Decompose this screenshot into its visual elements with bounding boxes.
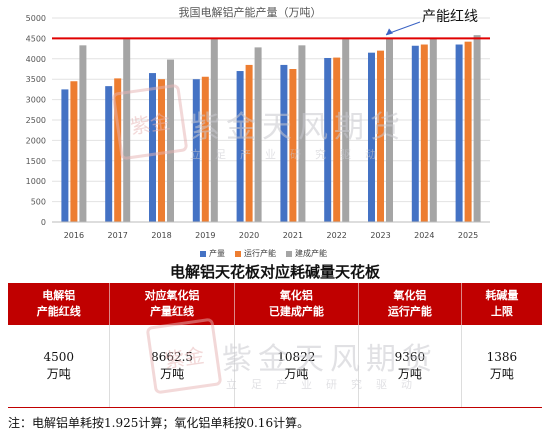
bar bbox=[149, 73, 156, 222]
cell-alumina-built-capacity: 10822 万吨 bbox=[233, 325, 359, 408]
y-tick-label: 0 bbox=[41, 218, 46, 227]
chart-legend: 产量 运行产能 建成产能 bbox=[200, 248, 327, 259]
bar-chart: 0 500 1000 1500 2000 2500 3000 3500 4000 4500 5000… bbox=[26, 14, 490, 240]
watermark-seal: 紫金 bbox=[111, 83, 189, 161]
y-tick-label: 4500 bbox=[26, 34, 46, 43]
bar bbox=[245, 64, 253, 222]
bar bbox=[158, 79, 165, 222]
bar bbox=[386, 38, 393, 223]
x-tick-label: 2023 bbox=[370, 231, 390, 240]
table-header-row: 电解铝 产能红线 对应氧化铝 产量红线 氧化铝 已建成产能 氧化铝 运行产能 耗碱量 上限 bbox=[8, 283, 542, 325]
y-tick-label: 2000 bbox=[26, 136, 46, 145]
y-tick-label: 3000 bbox=[26, 96, 46, 105]
bar bbox=[79, 45, 87, 222]
chart-area: 0 500 1000 1500 2000 2500 3000 3500 4000 4500 5000… bbox=[26, 6, 490, 259]
cell-alumina-operating-capacity: 9360 万吨 bbox=[357, 325, 462, 408]
header-aluminum-redline: 电解铝 产能红线 bbox=[8, 283, 110, 325]
x-tick-label: 2022 bbox=[327, 231, 347, 240]
bar bbox=[61, 89, 69, 223]
legend-item-built: 建成产能 bbox=[286, 248, 327, 259]
bar bbox=[280, 64, 288, 222]
y-tick-label: 4000 bbox=[26, 55, 46, 64]
cell-alumina-output-redline: 8662.5 万吨 bbox=[109, 325, 235, 408]
x-tick-label: 2021 bbox=[283, 231, 303, 240]
bar bbox=[167, 59, 174, 223]
y-tick-label: 3500 bbox=[26, 75, 46, 84]
bar bbox=[377, 50, 384, 222]
x-tick-label: 2017 bbox=[108, 231, 128, 240]
cell-alkali-ceiling: 1386 万吨 bbox=[460, 325, 542, 408]
x-tick-label: 2024 bbox=[414, 231, 434, 240]
legend-label-output: 产量 bbox=[209, 249, 225, 258]
bar bbox=[254, 47, 262, 222]
header-alkali-ceiling: 耗碱量 上限 bbox=[460, 283, 542, 325]
x-tick-label: 2025 bbox=[458, 231, 478, 240]
y-tick-label: 500 bbox=[31, 198, 46, 207]
bar bbox=[342, 39, 350, 222]
y-tick-label: 1500 bbox=[26, 157, 46, 166]
bar bbox=[114, 78, 122, 222]
legend-swatch-built bbox=[286, 250, 292, 257]
bar bbox=[333, 57, 341, 222]
bar bbox=[236, 71, 244, 222]
footnote: 注：电解铝单耗按1.925计算；氧化铝单耗按0.16计算。 bbox=[8, 416, 310, 430]
bar bbox=[455, 44, 463, 222]
chart-title: 我国电解铝产能产量（万吨） bbox=[178, 6, 322, 19]
cell-aluminum-redline: 4500 万吨 bbox=[8, 325, 110, 408]
table-row: 4500 万吨 8662.5 万吨 10822 万吨 9360 万吨 1386 万吨 bbox=[8, 325, 542, 408]
bar bbox=[411, 45, 419, 222]
bar bbox=[105, 86, 113, 222]
bar bbox=[429, 38, 437, 222]
bar bbox=[298, 45, 306, 222]
legend-item-output: 产量 bbox=[200, 248, 225, 259]
legend-swatch-output bbox=[200, 250, 206, 257]
table-title: 电解铝天花板对应耗碱量天花板 bbox=[169, 263, 380, 281]
y-tick-label: 2500 bbox=[26, 116, 46, 125]
header-alumina-output-redline: 对应氧化铝 产量红线 bbox=[109, 283, 235, 325]
legend-item-operating: 运行产能 bbox=[235, 248, 276, 259]
legend-label-operating: 运行产能 bbox=[244, 249, 276, 258]
annotation-arrowhead bbox=[386, 28, 393, 36]
bar bbox=[210, 39, 218, 222]
watermark-seal-text: 紫金 bbox=[128, 108, 172, 139]
x-tick-label: 2018 bbox=[151, 231, 171, 240]
bar bbox=[420, 44, 428, 222]
watermark-seal-2-text: 紫金 bbox=[162, 342, 206, 373]
ceiling-table: 电解铝 产能红线 对应氧化铝 产量红线 氧化铝 已建成产能 氧化铝 运行产能 耗碱量 上限… bbox=[8, 283, 542, 408]
y-tick-label: 5000 bbox=[26, 14, 46, 23]
bar bbox=[473, 35, 481, 222]
legend-label-built: 建成产能 bbox=[295, 249, 327, 258]
y-tick-label: 1000 bbox=[26, 177, 46, 186]
bar bbox=[324, 57, 332, 222]
bar bbox=[123, 39, 131, 222]
bar bbox=[368, 52, 375, 223]
legend-swatch-operating bbox=[235, 250, 241, 257]
x-tick-label: 2016 bbox=[64, 231, 84, 240]
bar bbox=[192, 79, 200, 222]
bar bbox=[70, 81, 78, 223]
header-alumina-operating-capacity: 氧化铝 运行产能 bbox=[357, 283, 462, 325]
reference-line-label: 产能红线 bbox=[422, 9, 478, 25]
bar bbox=[464, 41, 472, 222]
bar bbox=[201, 76, 209, 222]
x-tick-label: 2019 bbox=[195, 231, 215, 240]
bar bbox=[289, 69, 297, 222]
watermark-seal-2: 紫金 bbox=[145, 317, 223, 395]
header-alumina-built-capacity: 氧化铝 已建成产能 bbox=[233, 283, 359, 325]
x-tick-label: 2020 bbox=[239, 231, 259, 240]
